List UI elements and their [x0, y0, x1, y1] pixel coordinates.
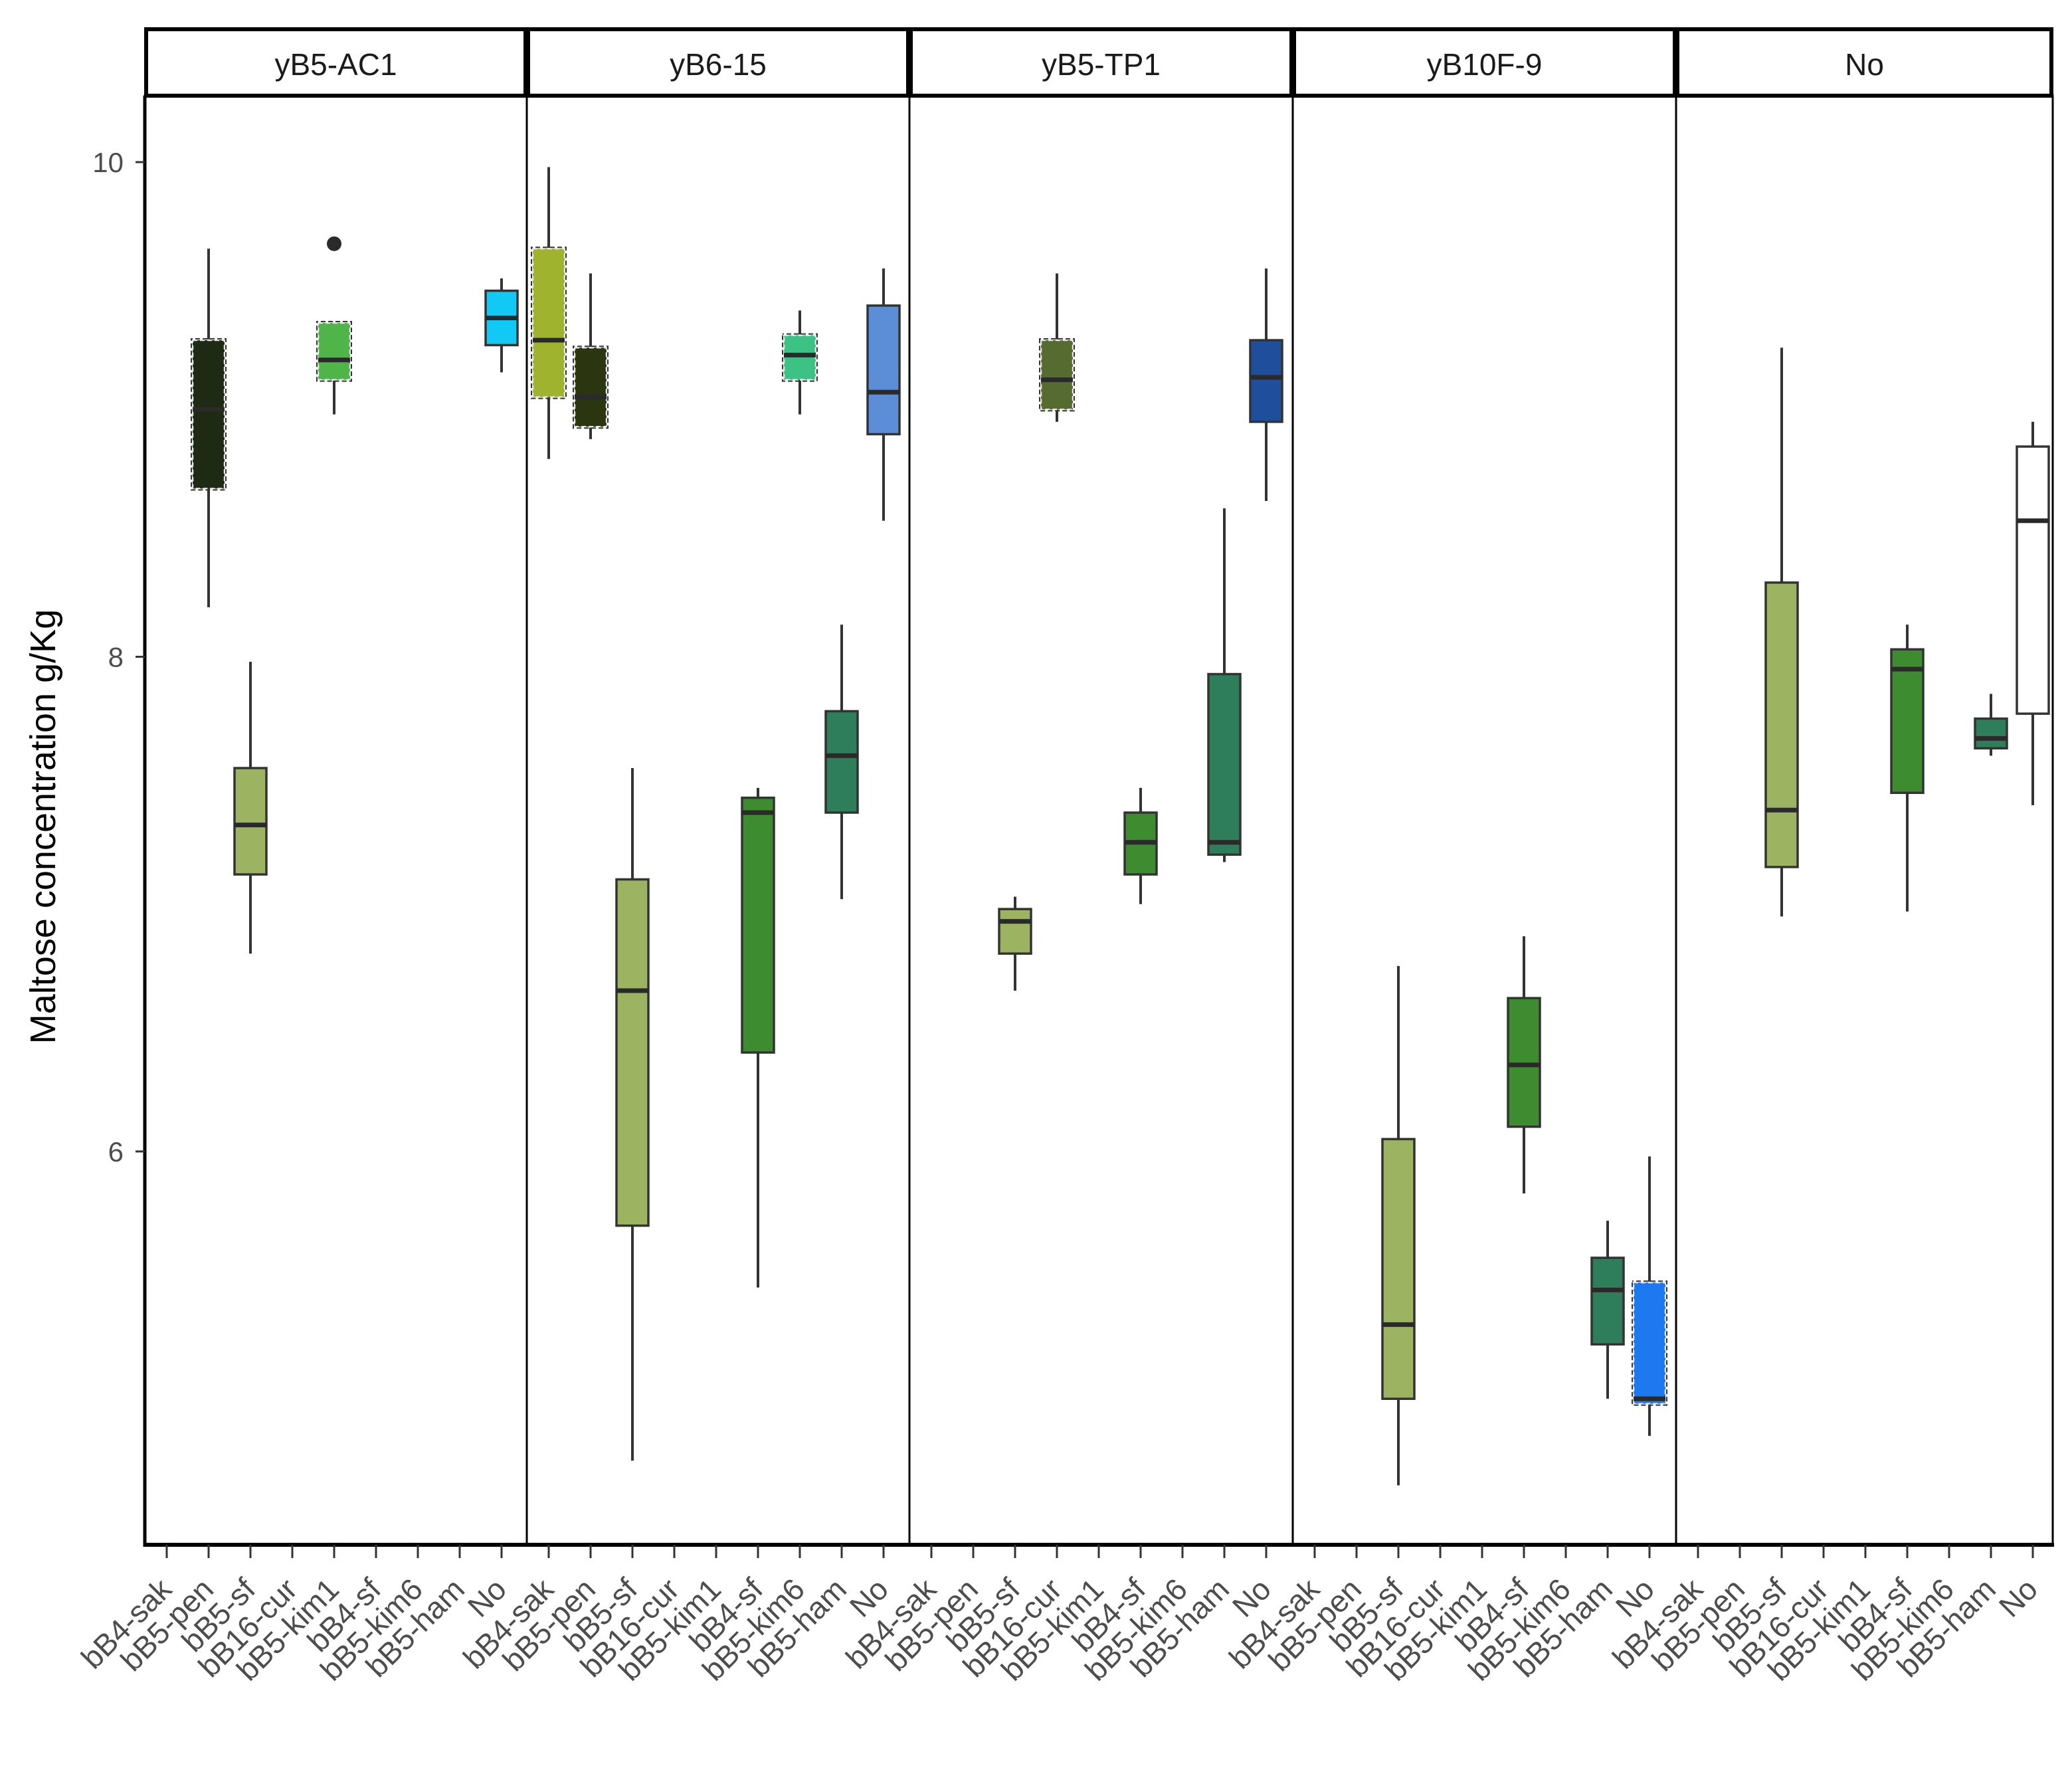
box-body-dashed-outline	[1632, 1280, 1667, 1406]
box-yB6-15-bB4-sak	[531, 167, 567, 459]
box-body	[1381, 1137, 1416, 1400]
box-yB5-AC1-No	[484, 278, 519, 373]
box-body-dashed-outline	[1039, 338, 1075, 412]
facet-strip-label: yB10F-9	[1427, 47, 1543, 82]
box-body-dashed-outline	[782, 333, 818, 382]
box-body	[191, 339, 226, 490]
box-body	[1590, 1256, 1625, 1346]
box-body	[1974, 717, 2008, 749]
box-yB6-15-bB5-sf	[615, 768, 650, 1461]
box-body	[998, 908, 1032, 955]
box-body	[866, 304, 901, 436]
box-yB6-15-bB5-pen	[573, 273, 609, 439]
box-yB10F-9-No	[1632, 1156, 1667, 1436]
box-No-bB5-sf	[1764, 347, 1799, 917]
facet-strip	[1292, 27, 1677, 98]
box-body	[615, 878, 650, 1227]
box-yB6-15-bB5-ham	[824, 625, 859, 900]
box-yB5-AC1-bB5-pen	[191, 248, 227, 608]
box-body	[1249, 339, 1283, 423]
facet-strip	[144, 27, 527, 98]
box-body-dashed-outline	[191, 338, 227, 491]
box-body-dashed-outline	[316, 320, 352, 382]
y-tick-label: 8	[108, 642, 124, 673]
boxplot-series	[191, 167, 2050, 1486]
box-body	[1507, 997, 1541, 1128]
box-yB6-15-bB4-sf	[741, 787, 775, 1288]
box-body	[1207, 672, 1242, 856]
box-yB5-TP1-bB4-sf	[1123, 787, 1158, 904]
y-axis: 6 8 10	[92, 96, 147, 1547]
box-body	[1764, 581, 1799, 868]
box-body-dashed-outline	[531, 247, 567, 399]
box-yB5-TP1-bB16-cur	[1039, 273, 1075, 422]
box-body	[741, 796, 775, 1054]
box-yB10F-9-bB5-sf	[1381, 965, 1416, 1486]
box-body	[317, 322, 351, 381]
box-body	[573, 346, 608, 428]
facet-strip-label: No	[1845, 47, 1884, 82]
box-yB10F-9-bB5-ham	[1590, 1221, 1625, 1399]
facet-strip-label: yB5-TP1	[1042, 47, 1161, 82]
box-No-bB4-sf	[1890, 625, 1925, 912]
box-yB5-AC1-bB5-sf	[233, 661, 268, 954]
y-tick-label: 10	[92, 147, 124, 178]
y-tick-label: 6	[108, 1136, 124, 1167]
box-yB5-TP1-bB5-sf	[998, 896, 1032, 991]
box-body	[531, 248, 566, 398]
facet-strip-label: yB6-15	[670, 47, 767, 82]
box-body	[783, 334, 817, 381]
box-yB6-15-No	[866, 268, 901, 521]
box-outlier	[327, 236, 341, 251]
y-axis-title: Maltose concentration g/Kg	[23, 609, 63, 1044]
box-body	[1632, 1282, 1667, 1405]
box-body	[233, 767, 268, 876]
facet-strips: yB5-AC1 yB6-15 yB5-TP1 yB10F-9 No	[144, 27, 2053, 98]
box-body	[1040, 339, 1074, 411]
box-yB6-15-bB5-kim6	[782, 310, 818, 415]
box-yB5-AC1-bB5-kim1	[316, 236, 352, 415]
facet-strip-label: yB5-AC1	[274, 47, 397, 82]
box-yB10F-9-bB4-sf	[1507, 936, 1541, 1194]
box-yB5-TP1-bB5-ham	[1207, 508, 1242, 862]
box-No-No	[2016, 421, 2050, 805]
box-No-bB5-ham	[1974, 694, 2008, 756]
box-body	[1890, 648, 1925, 794]
box-yB5-TP1-No	[1249, 268, 1283, 501]
box-body	[824, 710, 859, 814]
box-body	[2016, 445, 2050, 715]
